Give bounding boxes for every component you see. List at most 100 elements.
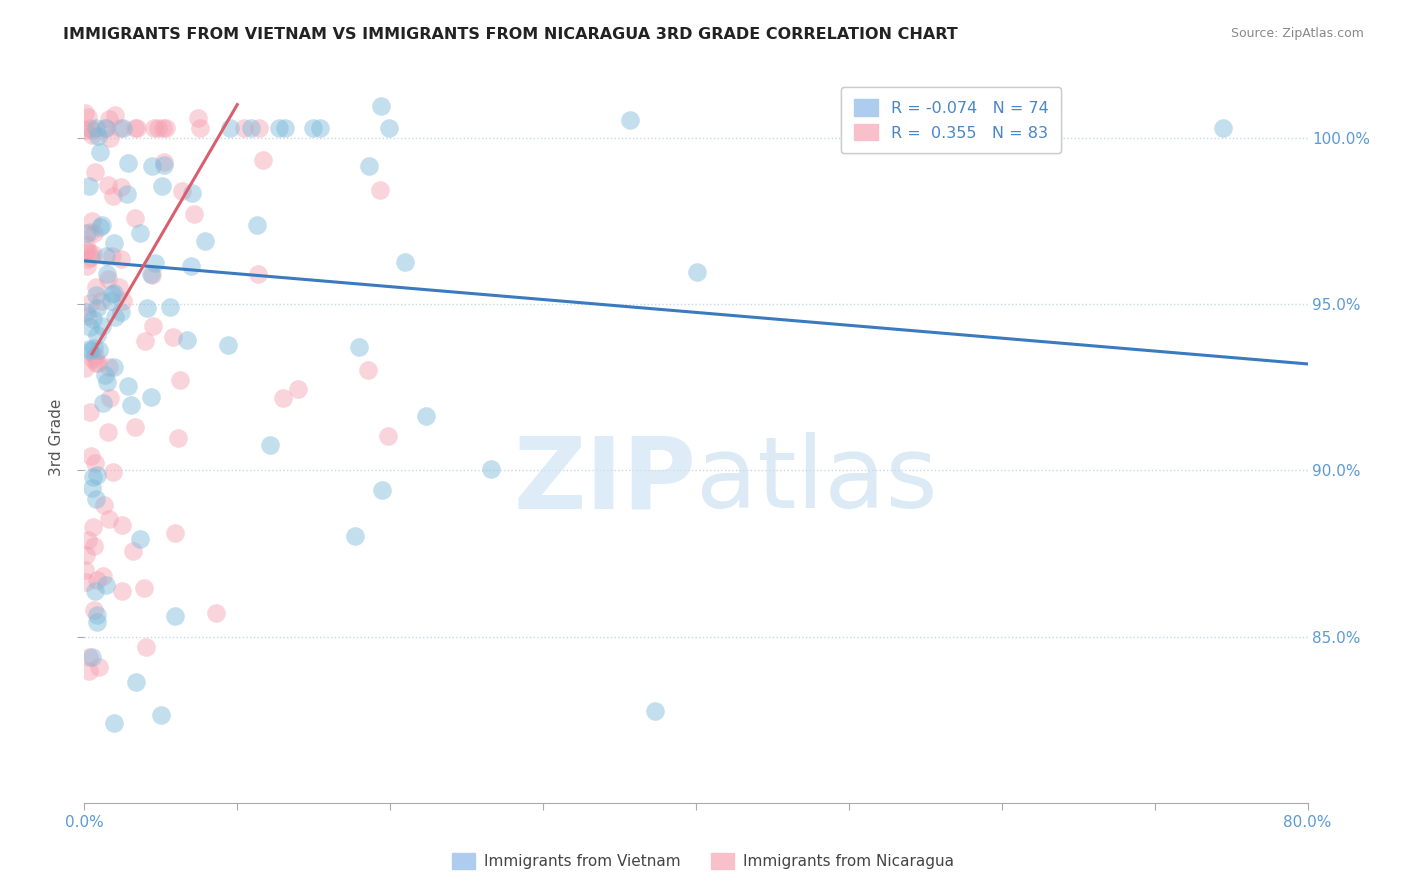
Point bbox=[125, 120, 148, 135]
Point bbox=[103, 359, 125, 374]
Point bbox=[249, 120, 271, 135]
Point bbox=[77, 342, 100, 356]
Point bbox=[103, 285, 125, 300]
Point bbox=[79, 295, 101, 310]
Point bbox=[347, 340, 370, 354]
Point bbox=[232, 120, 254, 135]
Point bbox=[75, 243, 97, 257]
Y-axis label: 3rd Grade: 3rd Grade bbox=[49, 399, 65, 475]
Point bbox=[76, 309, 98, 323]
Point bbox=[110, 518, 132, 533]
Point bbox=[110, 252, 132, 266]
Point bbox=[377, 429, 399, 443]
Point bbox=[142, 319, 165, 334]
Point bbox=[135, 640, 157, 655]
Point bbox=[143, 256, 166, 270]
Point bbox=[83, 341, 105, 355]
Point bbox=[83, 539, 105, 553]
Point bbox=[91, 396, 114, 410]
Point bbox=[142, 120, 165, 135]
Point bbox=[77, 245, 100, 260]
Point bbox=[94, 249, 117, 263]
Point bbox=[370, 98, 392, 112]
Point bbox=[128, 226, 150, 240]
Point bbox=[104, 310, 127, 325]
Point bbox=[86, 301, 108, 315]
Point bbox=[79, 120, 101, 135]
Point bbox=[94, 578, 117, 592]
Point bbox=[165, 526, 187, 541]
Point bbox=[82, 470, 104, 484]
Point bbox=[90, 319, 112, 334]
Point bbox=[141, 159, 163, 173]
Point bbox=[163, 609, 186, 624]
Point bbox=[84, 280, 107, 294]
Point bbox=[82, 650, 104, 665]
Point bbox=[76, 226, 98, 240]
Point bbox=[77, 110, 100, 124]
Point bbox=[148, 120, 170, 135]
Point bbox=[98, 360, 121, 375]
Point bbox=[89, 219, 111, 234]
Point bbox=[619, 112, 641, 127]
Point bbox=[686, 265, 709, 279]
Point bbox=[89, 343, 111, 358]
Point bbox=[121, 544, 143, 558]
Point bbox=[86, 615, 108, 630]
Point bbox=[75, 305, 97, 319]
Point bbox=[91, 569, 114, 583]
Point bbox=[89, 145, 111, 159]
Point bbox=[77, 665, 100, 679]
Point bbox=[159, 300, 181, 314]
Point bbox=[75, 562, 97, 576]
Point bbox=[111, 294, 134, 309]
Point bbox=[79, 344, 101, 359]
Point bbox=[82, 122, 104, 136]
Point bbox=[259, 438, 281, 452]
Point bbox=[96, 267, 118, 281]
Point bbox=[139, 390, 162, 404]
Point bbox=[77, 178, 100, 193]
Legend: Immigrants from Vietnam, Immigrants from Nicaragua: Immigrants from Vietnam, Immigrants from… bbox=[446, 847, 960, 875]
Point bbox=[86, 573, 108, 587]
Point bbox=[79, 649, 101, 664]
Point bbox=[80, 250, 103, 264]
Point bbox=[124, 419, 146, 434]
Point bbox=[90, 218, 112, 232]
Point bbox=[104, 108, 127, 122]
Point bbox=[188, 120, 211, 135]
Point bbox=[344, 529, 367, 543]
Point bbox=[394, 254, 416, 268]
Legend: R = -0.074   N = 74, R =  0.355   N = 83: R = -0.074 N = 74, R = 0.355 N = 83 bbox=[841, 87, 1062, 153]
Point bbox=[82, 246, 104, 260]
Point bbox=[301, 120, 323, 135]
Point bbox=[93, 498, 115, 512]
Point bbox=[139, 267, 162, 281]
Point bbox=[96, 375, 118, 389]
Point bbox=[75, 106, 97, 120]
Point bbox=[309, 120, 332, 135]
Point bbox=[124, 120, 146, 135]
Point bbox=[269, 120, 291, 135]
Point bbox=[415, 409, 437, 423]
Point bbox=[97, 112, 120, 126]
Point bbox=[84, 165, 107, 179]
Point bbox=[246, 218, 269, 232]
Point bbox=[84, 356, 107, 370]
Point bbox=[86, 467, 108, 482]
Point bbox=[141, 268, 163, 282]
Point bbox=[83, 456, 105, 470]
Point bbox=[644, 705, 666, 719]
Point bbox=[115, 186, 138, 201]
Point bbox=[75, 123, 97, 137]
Point bbox=[134, 334, 156, 348]
Point bbox=[252, 153, 274, 168]
Point bbox=[98, 391, 121, 405]
Point bbox=[108, 279, 131, 293]
Point bbox=[79, 225, 101, 239]
Point bbox=[125, 674, 148, 689]
Point bbox=[481, 462, 503, 476]
Point bbox=[111, 120, 134, 135]
Point bbox=[103, 189, 125, 203]
Point bbox=[93, 120, 115, 135]
